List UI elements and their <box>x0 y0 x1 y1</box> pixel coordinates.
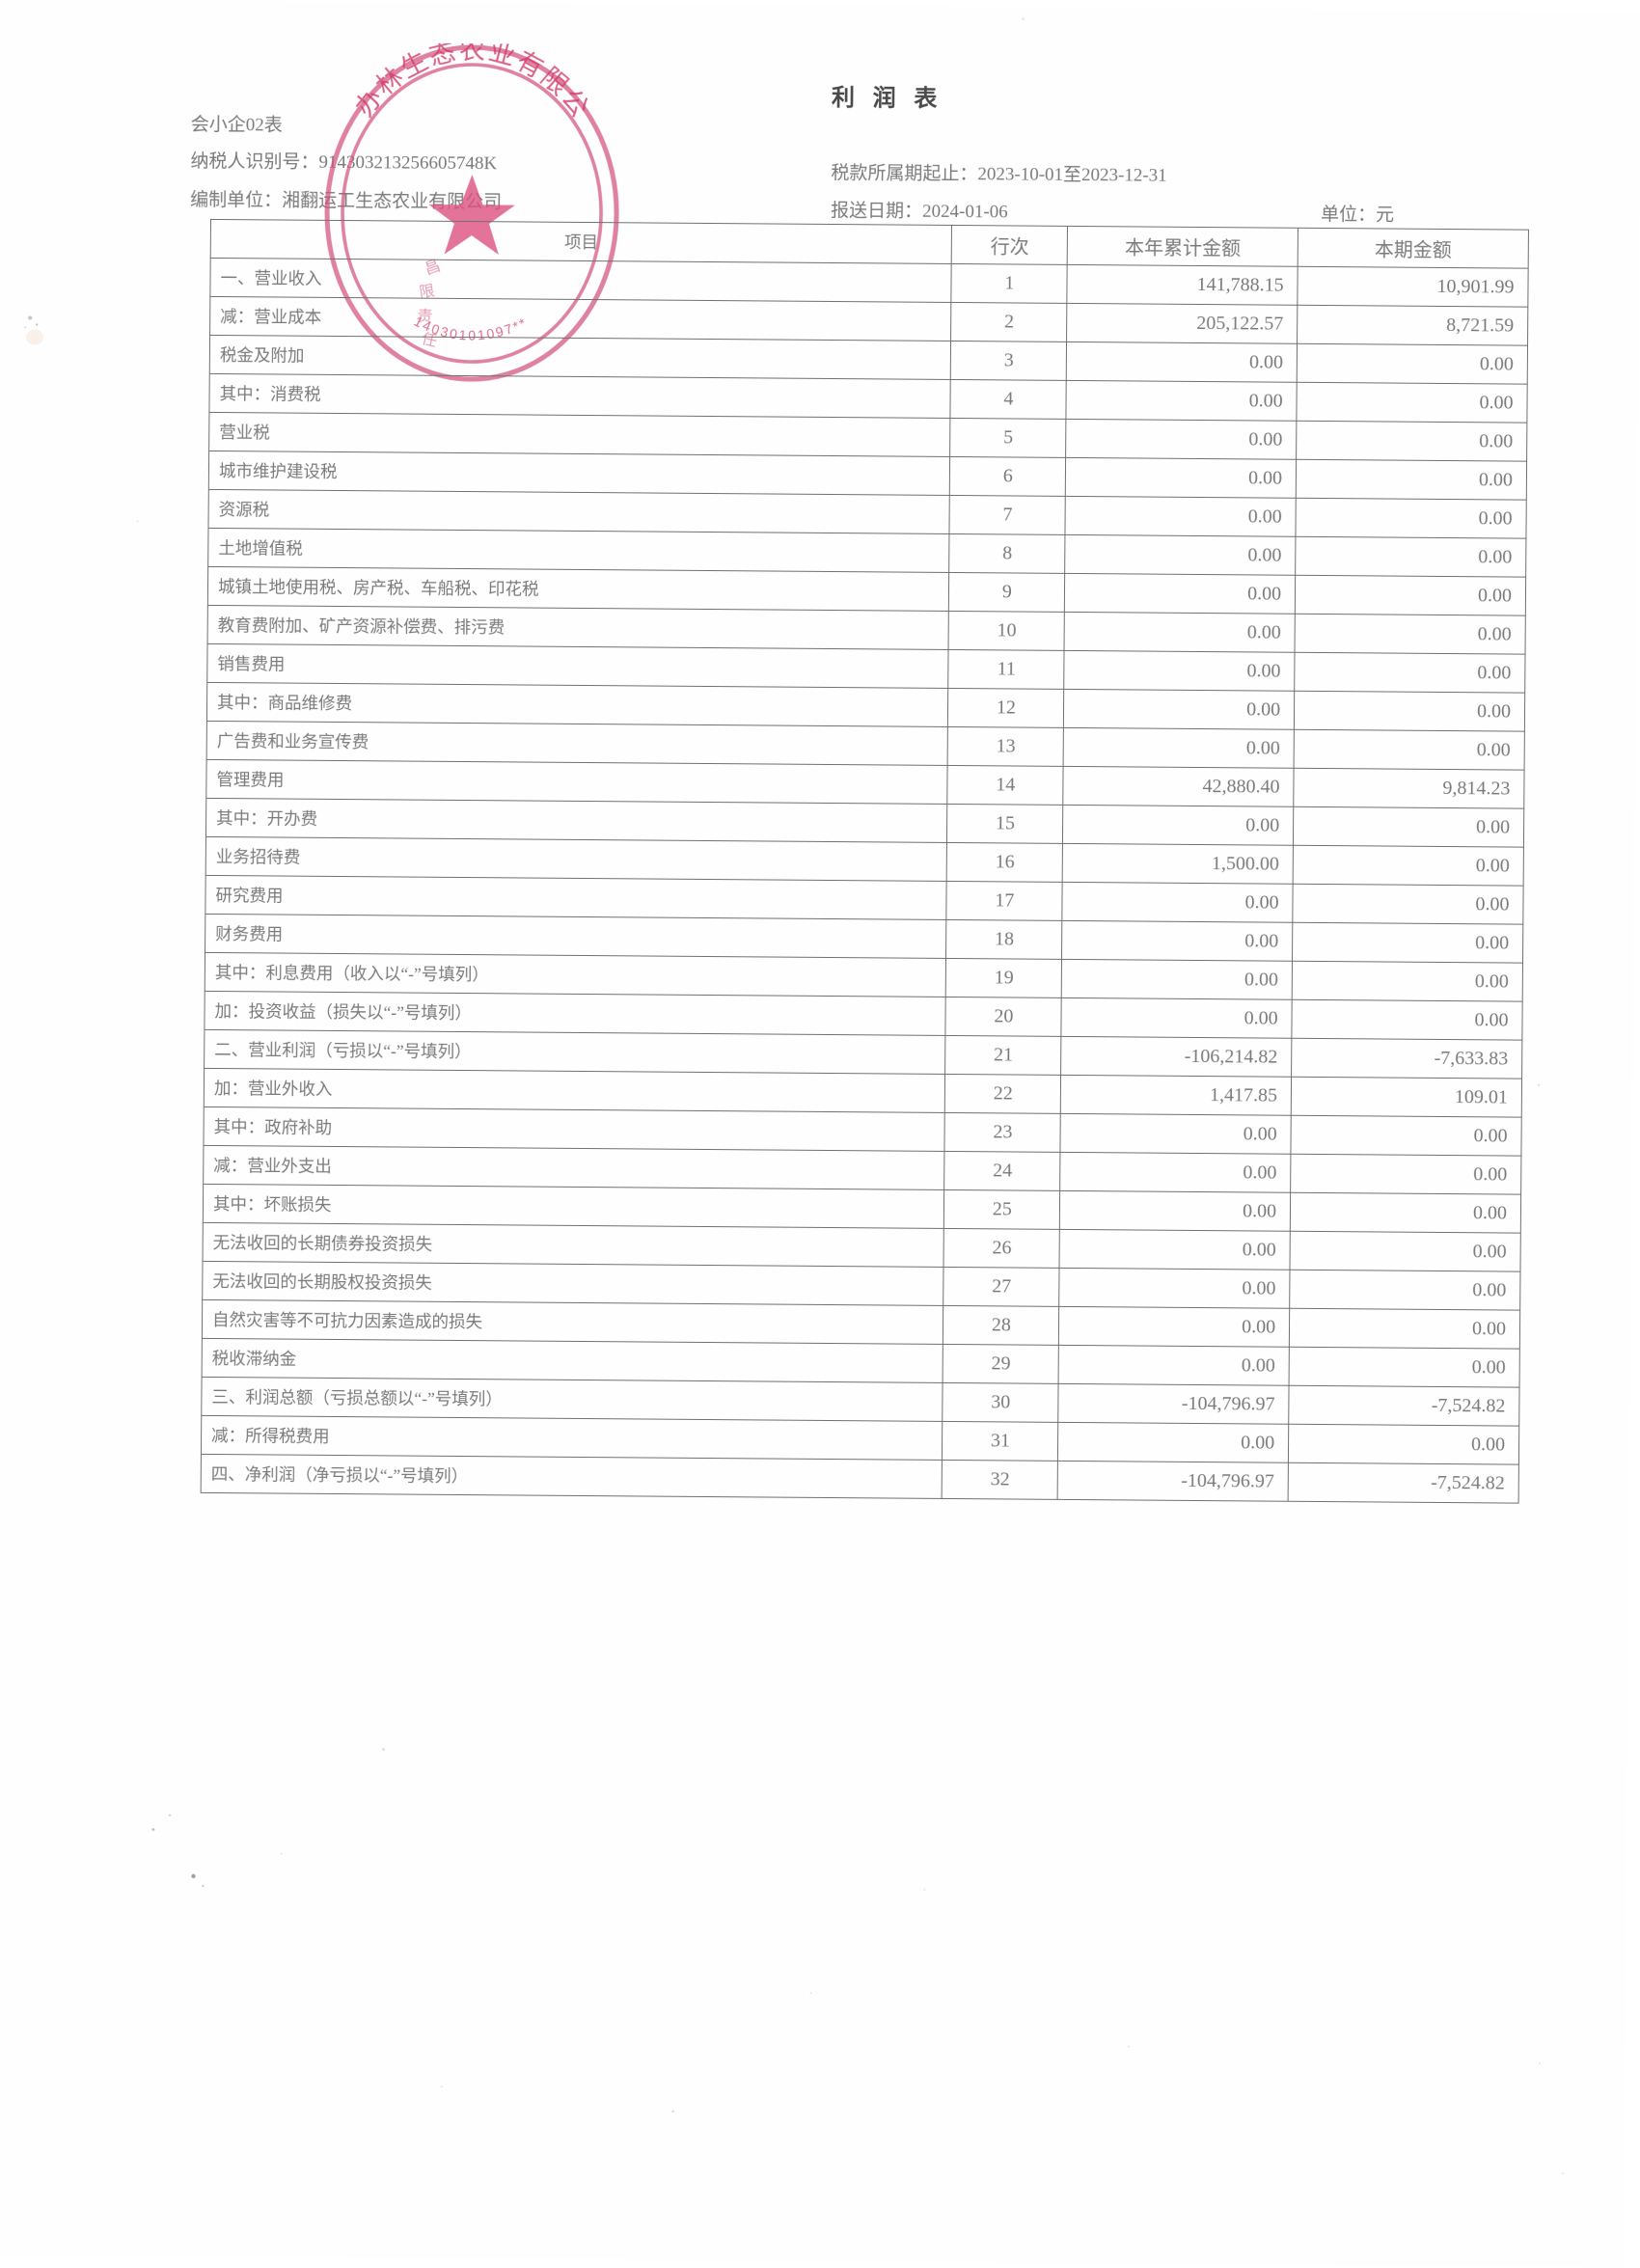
svg-text:办林生态农业有限公: 办林生态农业有限公 <box>349 42 596 123</box>
